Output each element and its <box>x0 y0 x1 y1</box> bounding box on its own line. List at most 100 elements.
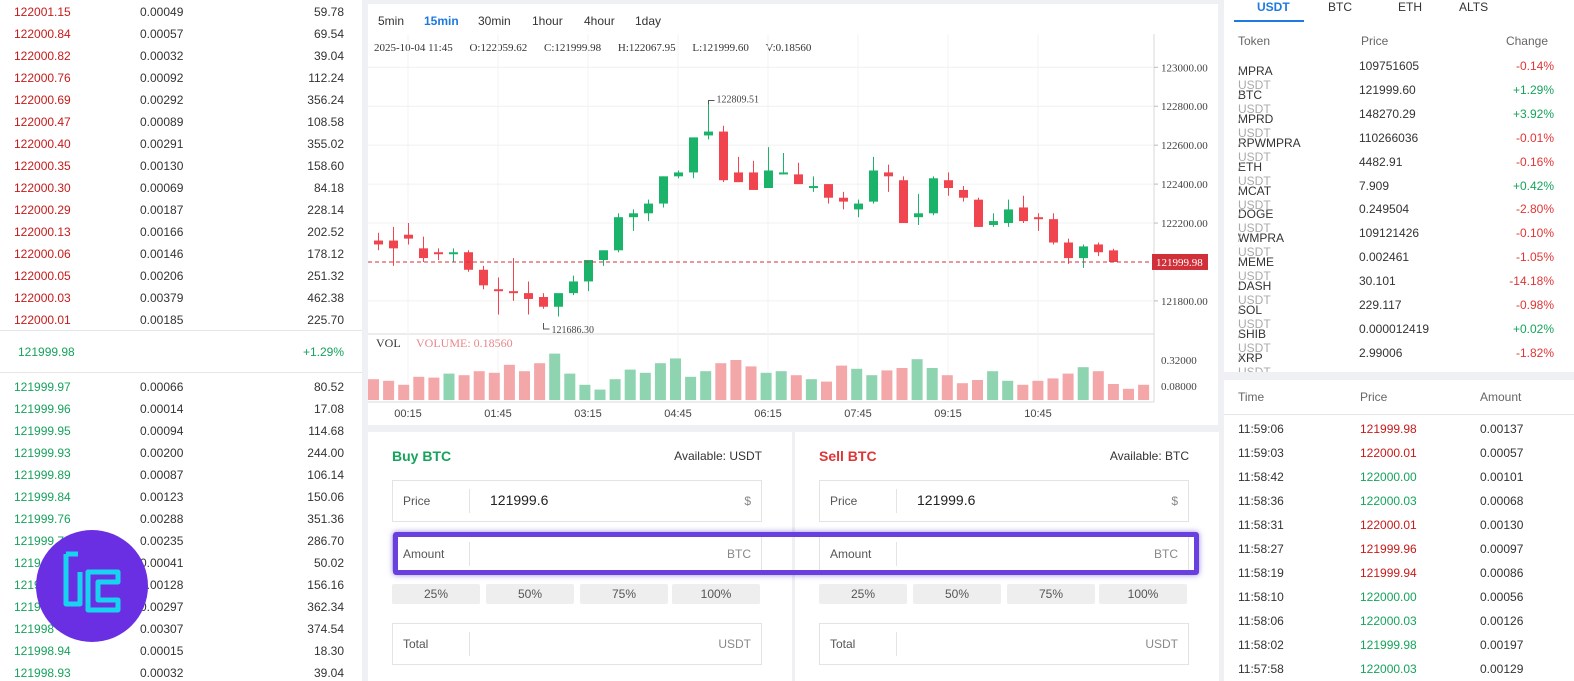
sell-25-button[interactable]: 25% <box>819 584 907 604</box>
bid-row[interactable]: 121998 0.00307 374.54 <box>0 618 362 640</box>
buy-price-value[interactable]: 121999.6 <box>490 492 549 508</box>
candle <box>809 176 818 192</box>
ask-amount: 0.00379 <box>140 291 184 305</box>
ask-row[interactable]: 122000.05 0.00206 251.32 <box>0 265 362 287</box>
market-row[interactable]: MPRA / USDT 109751605 -0.14% <box>1224 54 1574 92</box>
divider <box>0 330 362 331</box>
sell-100-button[interactable]: 100% <box>1099 584 1187 604</box>
buy-total-field[interactable]: Total USDT <box>392 623 762 665</box>
market-row[interactable]: XRP / USDT 2.99006 -1.82% <box>1224 341 1574 372</box>
market-row[interactable]: MCAT / USDT 7.909 +0.42% <box>1224 174 1574 212</box>
market-row[interactable]: MPRD / USDT 148270.29 +3.92% <box>1224 102 1574 140</box>
ask-row[interactable]: 122000.84 0.00057 69.54 <box>0 23 362 45</box>
market-tab-eth[interactable]: ETH <box>1398 0 1422 14</box>
token-base: MEME <box>1238 255 1274 270</box>
ask-row[interactable]: 122000.06 0.00146 178.12 <box>0 243 362 265</box>
ask-row[interactable]: 122000.69 0.00292 356.24 <box>0 89 362 111</box>
bid-row[interactable]: 121999.89 0.00087 106.14 <box>0 464 362 486</box>
bid-price: 121999.7 <box>14 534 65 548</box>
market-row[interactable]: WMPRA / USDT 109121426 -0.10% <box>1224 221 1574 259</box>
trade-time: 11:59:03 <box>1238 446 1284 460</box>
ask-row[interactable]: 122000.82 0.00032 39.04 <box>0 45 362 67</box>
trade-price: 122000.03 <box>1360 494 1417 508</box>
trade-amount: 0.00137 <box>1480 422 1524 436</box>
buy-100-button[interactable]: 100% <box>672 584 760 604</box>
ask-row[interactable]: 122000.47 0.00089 108.58 <box>0 111 362 133</box>
sell-50-button[interactable]: 50% <box>913 584 1001 604</box>
timeframe-tab-4hour[interactable]: 4hour <box>584 14 615 28</box>
token-price: 0.249504 <box>1359 202 1410 217</box>
market-row[interactable]: DOGE / USDT 0.249504 -2.80% <box>1224 197 1574 235</box>
timeframe-tab-1hour[interactable]: 1hour <box>532 14 563 28</box>
market-row[interactable]: MEME / USDT 0.002461 -1.05% <box>1224 245 1574 283</box>
ask-row[interactable]: 122000.40 0.00291 355.02 <box>0 133 362 155</box>
trade-row: 11:58:31 122000.01 0.00130 <box>1224 514 1574 538</box>
buy-price-field[interactable]: Price 121999.6 $ <box>392 480 762 522</box>
market-tab-usdt[interactable]: USDT <box>1257 0 1290 14</box>
volume-bar <box>519 371 530 400</box>
bid-price: 121999.76 <box>14 512 71 526</box>
ask-row[interactable]: 122000.13 0.00166 202.52 <box>0 221 362 243</box>
bid-row[interactable]: 1219 0.00041 50.02 <box>0 552 362 574</box>
market-tab-alts[interactable]: ALTS <box>1459 0 1489 14</box>
buy-50-button[interactable]: 50% <box>486 584 574 604</box>
ohlc-date: 2025-10-04 11:45 <box>374 42 453 54</box>
trade-amount: 0.00126 <box>1480 614 1524 628</box>
bid-row[interactable]: 121999.84 0.00123 150.06 <box>0 486 362 508</box>
bid-row[interactable]: 121999.97 0.00066 80.52 <box>0 376 362 398</box>
brand-logo <box>36 530 148 642</box>
volume-bar <box>1077 367 1089 400</box>
bid-row[interactable]: 121999.7 0.00235 286.70 <box>0 530 362 552</box>
volume-bar <box>866 375 878 400</box>
bid-row[interactable]: 1219 0.00128 156.16 <box>0 574 362 596</box>
timeframe-tab-1day[interactable]: 1day <box>635 14 662 28</box>
timeframe-tab-5min[interactable]: 5min <box>378 14 405 28</box>
ask-row[interactable]: 122000.35 0.00130 158.60 <box>0 155 362 177</box>
bid-row[interactable]: 121999.76 0.00288 351.36 <box>0 508 362 530</box>
bid-row[interactable]: 1219 0.00297 362.34 <box>0 596 362 618</box>
buy-25-button[interactable]: 25% <box>392 584 480 604</box>
price-change: +1.29% <box>302 345 344 359</box>
bid-row[interactable]: 121998.93 0.00032 39.04 <box>0 662 362 681</box>
sell-75-button[interactable]: 75% <box>1007 584 1095 604</box>
timeframe-tab-15min[interactable]: 15min <box>424 14 459 28</box>
market-row[interactable]: BTC / USDT 121999.60 +1.29% <box>1224 78 1574 116</box>
sell-total-field[interactable]: Total USDT <box>819 623 1189 665</box>
market-row[interactable]: SOL / USDT 229.117 -0.98% <box>1224 293 1574 331</box>
bid-row[interactable]: 121999.93 0.00200 244.00 <box>0 442 362 464</box>
timeframe-tab-30min[interactable]: 30min <box>478 14 511 28</box>
candle <box>839 191 848 210</box>
candle <box>449 248 458 262</box>
token-change: -14.18% <box>1509 274 1554 289</box>
bid-amount: 0.00307 <box>140 622 184 636</box>
candle <box>689 137 698 179</box>
ask-amount: 0.00185 <box>140 313 184 327</box>
market-row[interactable]: ETH / USDT 4482.91 -0.16% <box>1224 150 1574 188</box>
market-row[interactable]: DASH / USDT 30.101 -14.18% <box>1224 269 1574 307</box>
ask-row[interactable]: 122001.15 0.00049 59.78 <box>0 1 362 23</box>
bid-amount: 0.00288 <box>140 512 184 526</box>
candlestick-chart[interactable]: 123000.00 122800.00 122600.00 122400.00 1222… <box>368 34 1218 425</box>
candle <box>479 265 488 290</box>
candle-body <box>764 170 773 188</box>
volume-bar <box>1047 378 1059 400</box>
ask-row[interactable]: 122000.29 0.00187 228.14 <box>0 199 362 221</box>
market-row[interactable]: RPWMPRA / USDT 110266036 -0.01% <box>1224 126 1574 164</box>
bid-row[interactable]: 121998.94 0.00015 18.30 <box>0 640 362 662</box>
ask-row[interactable]: 122000.03 0.00379 462.38 <box>0 287 362 309</box>
token-price: 109121426 <box>1359 226 1420 241</box>
ask-total: 356.24 <box>307 93 344 107</box>
bid-row[interactable]: 121999.96 0.00014 17.08 <box>0 398 362 420</box>
market-row[interactable]: SHIB / USDT 0.000012419 +0.02% <box>1224 317 1574 355</box>
bid-row[interactable]: 121999.95 0.00094 114.68 <box>0 420 362 442</box>
ohlc-volume: V:0.18560 <box>765 42 812 54</box>
ask-row[interactable]: 122000.30 0.00069 84.18 <box>0 177 362 199</box>
ask-row[interactable]: 122000.01 0.00185 225.70 <box>0 309 362 331</box>
sell-price-value[interactable]: 121999.6 <box>917 492 976 508</box>
token-base: RPWMPRA <box>1238 135 1301 150</box>
sell-price-field[interactable]: Price 121999.6 $ <box>819 480 1189 522</box>
market-tab-btc[interactable]: BTC <box>1328 0 1352 14</box>
ask-row[interactable]: 122000.76 0.00092 112.24 <box>0 67 362 89</box>
buy-75-button[interactable]: 75% <box>580 584 668 604</box>
trade-row: 11:58:06 122000.03 0.00126 <box>1224 610 1574 634</box>
